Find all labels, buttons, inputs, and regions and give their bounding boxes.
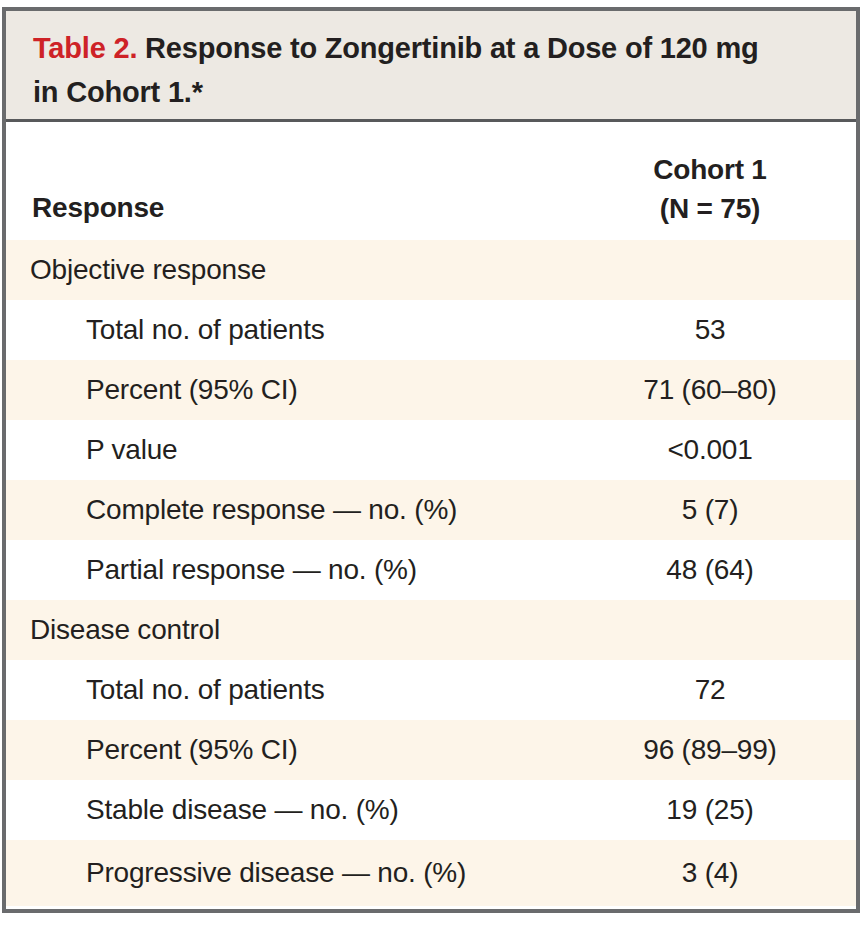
row-label: Complete response — no. (%) bbox=[6, 494, 564, 526]
table-title-text: Response to Zongertinib at a Dose of 120… bbox=[145, 32, 758, 64]
table-row: Complete response — no. (%) 5 (7) bbox=[6, 480, 856, 540]
row-value: 48 (64) bbox=[564, 554, 856, 586]
table-row: Percent (95% CI) 71 (60–80) bbox=[6, 360, 856, 420]
row-value: 53 bbox=[564, 314, 856, 346]
table-row: Objective response bbox=[6, 240, 856, 300]
table-row: Total no. of patients 72 bbox=[6, 660, 856, 720]
row-label: Percent (95% CI) bbox=[6, 734, 564, 766]
cohort-n: (N = 75) bbox=[564, 189, 856, 228]
cohort-name: Cohort 1 bbox=[564, 150, 856, 189]
row-label: Total no. of patients bbox=[6, 674, 564, 706]
table-row: Total no. of patients 53 bbox=[6, 300, 856, 360]
table-row: Percent (95% CI) 96 (89–99) bbox=[6, 720, 856, 780]
row-label: Total no. of patients bbox=[6, 314, 564, 346]
journal-table-card: Table 2. Response to Zongertinib at a Do… bbox=[2, 7, 860, 913]
table-title-bar: Table 2. Response to Zongertinib at a Do… bbox=[6, 11, 856, 122]
table-row: P value <0.001 bbox=[6, 420, 856, 480]
table-title-line2: in Cohort 1.* bbox=[33, 71, 830, 115]
row-label: P value bbox=[6, 434, 564, 466]
row-label: Objective response bbox=[6, 254, 564, 286]
row-label: Stable disease — no. (%) bbox=[6, 794, 564, 826]
table-number-label: Table 2. bbox=[33, 32, 137, 64]
row-value: 96 (89–99) bbox=[564, 734, 856, 766]
row-value: 72 bbox=[564, 674, 856, 706]
row-label: Disease control bbox=[6, 614, 564, 646]
table-body: Objective response Total no. of patients… bbox=[6, 240, 856, 906]
table-row: Partial response — no. (%) 48 (64) bbox=[6, 540, 856, 600]
row-label: Progressive disease — no. (%) bbox=[6, 857, 564, 889]
table-row: Disease control bbox=[6, 600, 856, 660]
row-value: 71 (60–80) bbox=[564, 374, 856, 406]
row-value: 3 (4) bbox=[564, 857, 856, 889]
row-label: Percent (95% CI) bbox=[6, 374, 564, 406]
table-row: Progressive disease — no. (%) 3 (4) bbox=[6, 840, 856, 906]
table-row: Stable disease — no. (%) 19 (25) bbox=[6, 780, 856, 840]
column-header-row: Response Cohort 1 (N = 75) bbox=[6, 122, 856, 240]
row-value: <0.001 bbox=[564, 434, 856, 466]
column-header-cohort: Cohort 1 (N = 75) bbox=[564, 150, 856, 240]
row-label: Partial response — no. (%) bbox=[6, 554, 564, 586]
column-header-response: Response bbox=[6, 192, 564, 240]
table-title-line1: Table 2. Response to Zongertinib at a Do… bbox=[33, 32, 758, 64]
row-value: 5 (7) bbox=[564, 494, 856, 526]
row-value: 19 (25) bbox=[564, 794, 856, 826]
